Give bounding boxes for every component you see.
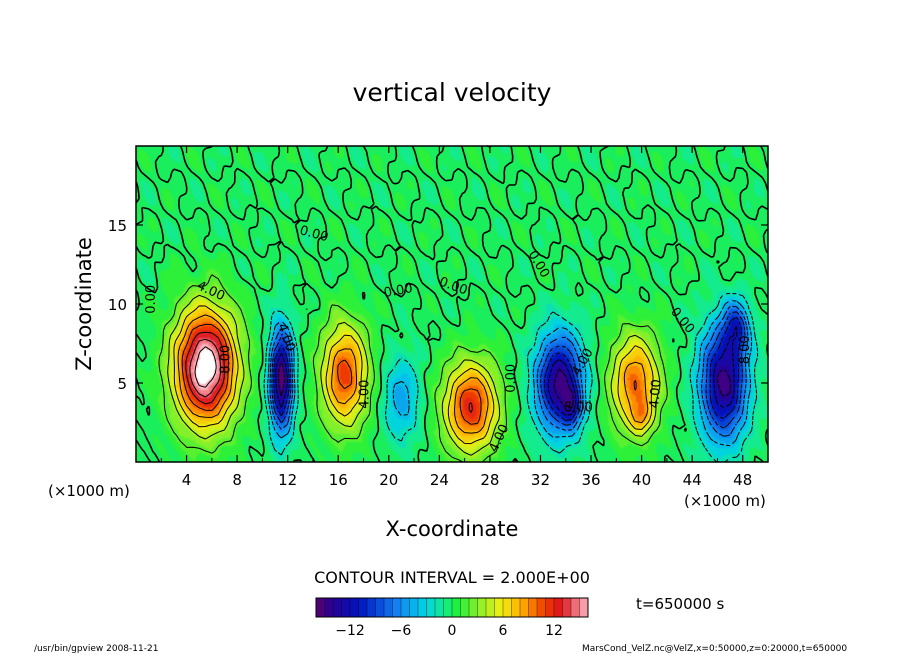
x-tick-label: 8 xyxy=(232,471,242,489)
colorbar-bin xyxy=(349,597,359,618)
colorbar-tick-label: −12 xyxy=(335,623,365,639)
contour-level xyxy=(158,274,668,463)
contour-level xyxy=(177,314,649,434)
colorbar-bin xyxy=(477,597,487,618)
plot-area: 0.00 4.008.004.000.004.000.00 0.004.000.00… xyxy=(135,145,769,463)
contour-level xyxy=(263,293,759,463)
contour-label: 8.00 xyxy=(564,400,593,415)
x-tick-label: 32 xyxy=(531,471,550,489)
x-tick-label: 48 xyxy=(733,471,752,489)
x-tick-label: 4 xyxy=(182,471,192,489)
y-tick-label: 10 xyxy=(108,296,127,314)
colorbar-bin xyxy=(570,597,580,618)
colorbar-bin xyxy=(460,597,470,618)
x-tick-label: 20 xyxy=(379,471,398,489)
contour-label: 0.00 xyxy=(383,281,414,301)
x-tick-label: 16 xyxy=(329,471,348,489)
colorbar-bin xyxy=(341,597,351,618)
contour-label: 0.00 xyxy=(144,285,159,314)
colorbar-bin xyxy=(545,597,555,618)
footer-source: MarsCond_VelZ.nc@VelZ,x=0:50000,z=0:2000… xyxy=(582,644,847,654)
contour-level xyxy=(273,316,743,421)
colorbar-bin xyxy=(358,597,368,618)
contour-level xyxy=(185,331,473,413)
x-unit-left: (×1000 m) xyxy=(48,482,130,500)
colorbar-bin xyxy=(519,597,529,618)
y-axis-ticks: 5 10 15 xyxy=(108,217,768,393)
colorbar-bin xyxy=(494,597,504,618)
x-tick-label: 12 xyxy=(278,471,297,489)
colorbar-bin xyxy=(375,597,385,618)
x-tick-label: 28 xyxy=(480,471,499,489)
contour-level xyxy=(271,311,746,429)
x-unit-right: (×1000 m) xyxy=(684,492,766,510)
time-label: t=650000 s xyxy=(636,595,724,613)
contour-label: 4.00 xyxy=(647,379,664,409)
contour-lines xyxy=(135,145,769,463)
contour-level xyxy=(181,323,637,425)
colorbar-bin xyxy=(417,597,427,618)
y-tick-label: 15 xyxy=(108,217,127,235)
colorbar-bin xyxy=(315,597,325,618)
colorbar-bin xyxy=(502,597,512,618)
contour-level xyxy=(278,361,731,409)
colorbar-bin xyxy=(366,597,376,618)
contour-interval-text: CONTOUR INTERVAL = 2.000E+00 xyxy=(314,568,590,587)
colorbar-bin xyxy=(383,597,393,618)
contour-level xyxy=(275,326,738,416)
contour-label: 8.00 xyxy=(738,335,753,364)
colorbar-bin xyxy=(468,597,478,618)
colorbar-frame xyxy=(315,597,589,618)
colorbar-bin xyxy=(553,597,563,618)
colorbar-bin xyxy=(324,597,334,618)
colorbar-bin xyxy=(528,597,538,618)
colorbar-bin xyxy=(409,597,419,618)
x-axis-ticks: 4 8 12 16 20 24 28 32 36 40 44 48 xyxy=(160,146,752,489)
y-tick-label: 5 xyxy=(117,375,127,393)
colorbar-bin xyxy=(426,597,436,618)
x-tick-label: 24 xyxy=(430,471,449,489)
contour-level xyxy=(189,338,222,398)
footer-program: /usr/bin/gpview 2008-11-21 xyxy=(34,644,158,654)
chart-title: vertical velocity xyxy=(353,78,552,107)
colorbar-bin xyxy=(443,597,453,618)
colorbar-ticks: −12 −6 0 6 12 xyxy=(335,623,563,639)
colorbar-bin xyxy=(579,597,589,618)
colorbar-tick-label: 6 xyxy=(499,623,508,639)
colorbar-bin xyxy=(511,597,521,618)
velocity-heatmap xyxy=(136,146,768,462)
colorbar-bin xyxy=(562,597,572,618)
contour-label: 4.00 xyxy=(358,380,373,409)
contour-level xyxy=(135,145,769,463)
contour-label: 0.00 xyxy=(504,364,519,393)
colorbar-bin xyxy=(485,597,495,618)
contour-level xyxy=(269,306,749,437)
x-tick-label: 40 xyxy=(632,471,651,489)
contour-label: 8.00 xyxy=(219,345,234,374)
colorbar-bin xyxy=(332,597,342,618)
colorbar-bin xyxy=(434,597,444,618)
colorbar-bin xyxy=(392,597,402,618)
contour-level xyxy=(167,294,661,456)
y-axis-label: Z-coordinate xyxy=(72,237,96,371)
contour-level xyxy=(194,346,217,388)
x-tick-label: 44 xyxy=(683,471,702,489)
contour-level xyxy=(173,305,654,445)
x-tick-label: 36 xyxy=(581,471,600,489)
contour-level xyxy=(267,299,753,447)
colorbar-tick-label: 12 xyxy=(545,623,563,639)
x-axis-label: X-coordinate xyxy=(386,517,519,541)
colorbar-tick-label: −6 xyxy=(391,623,412,639)
colorbar-tick-label: 0 xyxy=(448,623,457,639)
colorbar-bin xyxy=(536,597,546,618)
contour-label: 0.00 xyxy=(298,223,330,245)
colorbar-bin xyxy=(400,597,410,618)
colorbar-bin xyxy=(451,597,461,618)
colorbar xyxy=(315,597,589,618)
